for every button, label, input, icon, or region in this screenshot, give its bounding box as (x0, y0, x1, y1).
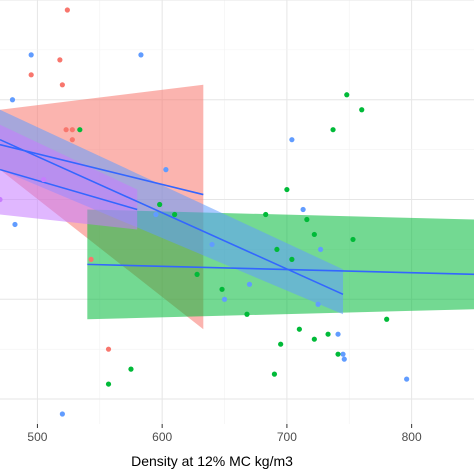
data-point (69, 137, 75, 143)
data-point (59, 411, 65, 417)
x-tick-label: 600 (152, 430, 172, 444)
fit-line (87, 263, 474, 276)
data-point (244, 311, 250, 317)
data-point (28, 52, 34, 58)
data-point (317, 246, 324, 253)
data-point (341, 356, 347, 362)
data-point (0, 196, 3, 203)
confidence-band (0, 109, 344, 315)
data-point (105, 346, 112, 352)
data-point (263, 211, 269, 218)
data-point (359, 107, 365, 113)
data-point (384, 316, 390, 322)
data-point (69, 127, 75, 133)
gridlines (0, 0, 474, 424)
confidence-bands (0, 84, 474, 330)
data-point (404, 376, 410, 382)
data-point (344, 92, 350, 98)
data-point (274, 246, 280, 253)
data-points (0, 7, 410, 417)
data-point (219, 286, 225, 292)
data-point (246, 281, 253, 287)
fit-line (0, 143, 204, 196)
data-point (153, 211, 159, 218)
data-point (300, 206, 306, 213)
data-point (289, 137, 295, 143)
data-point (304, 216, 310, 223)
data-point (289, 256, 295, 262)
data-point (163, 167, 169, 173)
data-point (350, 236, 356, 243)
data-point (77, 127, 83, 133)
data-point (57, 57, 63, 63)
data-point (41, 176, 47, 183)
data-point (88, 256, 94, 262)
data-point (28, 72, 34, 78)
data-point (209, 241, 215, 248)
x-tick-label: 500 (27, 430, 47, 444)
data-point (9, 97, 16, 103)
data-point (271, 371, 278, 377)
data-point (12, 221, 18, 228)
x-tick-label: 800 (402, 430, 422, 444)
data-point (128, 366, 134, 372)
data-point (63, 127, 69, 133)
data-point (278, 341, 284, 347)
data-point (221, 296, 228, 302)
fit-lines (0, 138, 474, 296)
data-point (340, 351, 346, 357)
data-point (138, 52, 144, 58)
fit-line (0, 168, 138, 211)
data-point (59, 82, 65, 88)
data-point (296, 326, 302, 332)
confidence-band (0, 124, 138, 230)
data-point (330, 127, 336, 133)
x-axis-title: Density at 12% MC kg/m3 (131, 453, 293, 469)
data-point (311, 336, 317, 342)
fit-line (0, 138, 344, 296)
data-point (335, 351, 341, 357)
x-tick-label: 700 (277, 430, 297, 444)
x-axis-ticks: 500 600 700 800 (27, 424, 422, 444)
data-point (311, 231, 317, 238)
data-point (105, 381, 112, 387)
data-point (64, 7, 70, 13)
data-point (335, 331, 341, 337)
data-point (284, 186, 290, 193)
data-point (325, 331, 331, 337)
data-point (194, 271, 200, 277)
data-point (157, 201, 163, 208)
data-point (172, 211, 178, 218)
data-point (315, 301, 321, 307)
